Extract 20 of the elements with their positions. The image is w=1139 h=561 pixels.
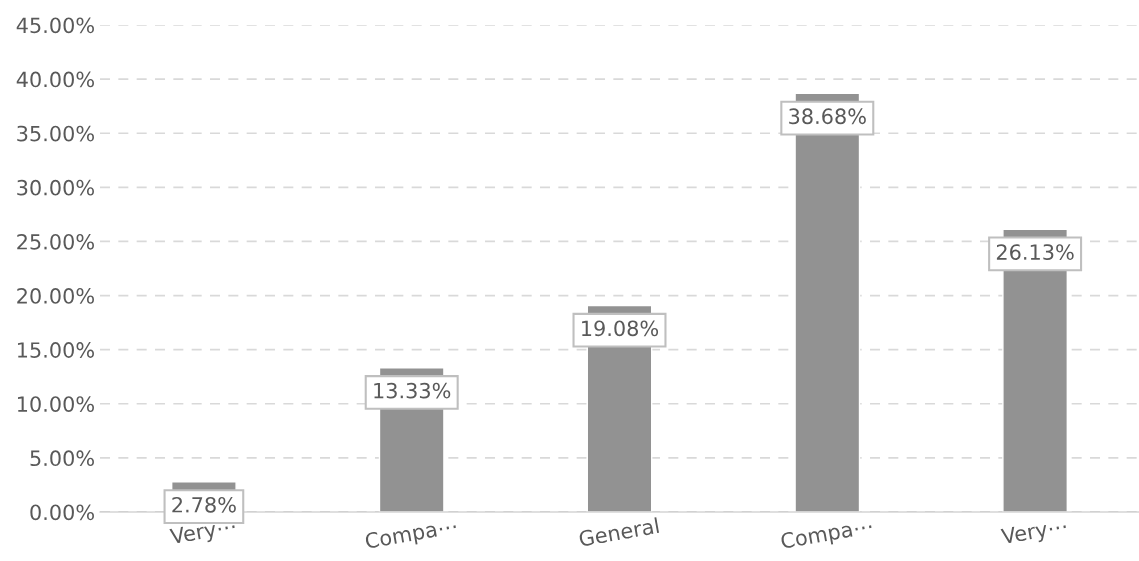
y-tick-label: 35.00%: [17, 125, 94, 142]
y-tick-label: 45.00%: [16, 17, 94, 34]
data-label: 26.13%: [996, 244, 1074, 260]
data-label: 38.68%: [789, 108, 866, 125]
y-tick-label: 15.00%: [17, 342, 94, 358]
y-tick-label: 10.00%: [17, 396, 94, 412]
y-tick-label: 25.00%: [17, 233, 94, 250]
y-tick-label: 40.00%: [16, 71, 94, 88]
y-tick-label: 0.00%: [30, 504, 94, 521]
data-label: 2.78%: [172, 496, 236, 513]
x-tick-label: General: [578, 517, 660, 547]
y-tick-label: 30.00%: [17, 179, 94, 196]
data-label: 19.08%: [582, 320, 659, 337]
data-label: 13.33%: [374, 382, 451, 399]
y-tick-label: 20.00%: [17, 288, 94, 304]
x-tick-label: Very⋯: [169, 517, 237, 549]
x-tick-label: Compa⋯: [364, 517, 458, 553]
y-tick-label: 5.00%: [30, 450, 94, 467]
x-tick-label: Very⋯: [1000, 517, 1068, 549]
x-tick-label: Compa⋯: [780, 517, 874, 553]
